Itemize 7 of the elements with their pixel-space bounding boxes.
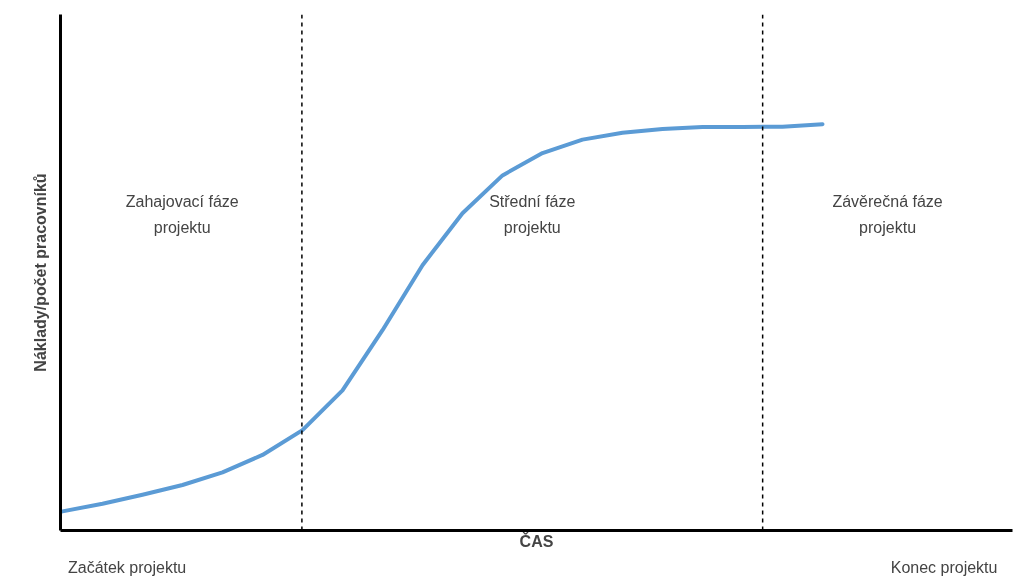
text: Konec projektu bbox=[890, 558, 998, 576]
text: Začátek projektu bbox=[67, 558, 187, 576]
annotation: Závěrečná fáze projektu bbox=[832, 193, 943, 236]
annotation: Zahajovací fáze projektu bbox=[125, 193, 239, 236]
y-axis-title: Náklady/počet pracovníků bbox=[31, 173, 49, 372]
x-axis-title: ČAS bbox=[519, 531, 554, 550]
annotation: Střední fáze projektu bbox=[489, 193, 576, 236]
